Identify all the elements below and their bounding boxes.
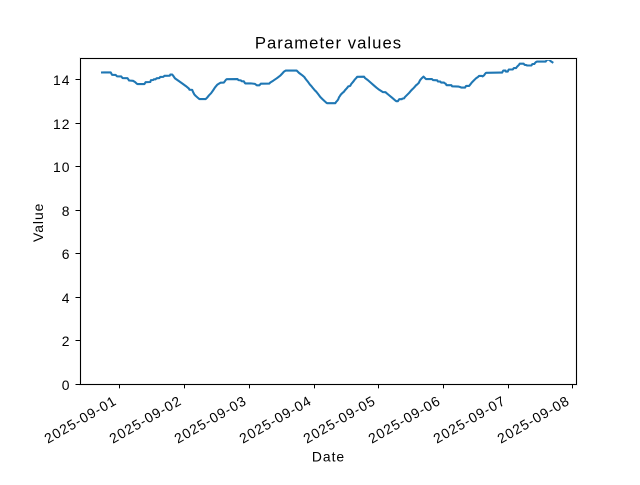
svg-text:12: 12 — [53, 116, 70, 132]
svg-text:2: 2 — [62, 333, 71, 349]
svg-text:10: 10 — [53, 159, 70, 175]
svg-text:0: 0 — [62, 377, 71, 393]
svg-text:4: 4 — [62, 290, 71, 306]
svg-text:6: 6 — [62, 246, 71, 262]
svg-text:Value: Value — [30, 203, 46, 242]
svg-text:Parameter values: Parameter values — [255, 34, 402, 53]
svg-text:14: 14 — [53, 72, 70, 88]
svg-text:8: 8 — [62, 203, 71, 219]
svg-text:Date: Date — [312, 449, 345, 465]
